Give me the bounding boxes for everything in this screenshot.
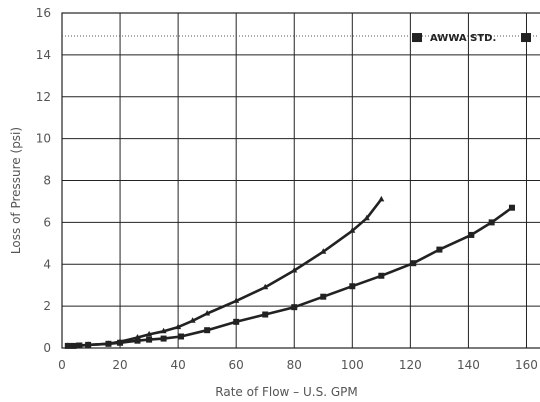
y-tick-label: 14: [36, 48, 51, 62]
series-2-point: [85, 341, 92, 348]
series-2-point: [436, 246, 443, 253]
series-2-point: [508, 204, 515, 211]
legend-label: AWWA STD.: [430, 33, 496, 44]
x-tick-label: 40: [170, 358, 185, 372]
series-2-point: [178, 333, 185, 340]
y-tick-label: 2: [43, 299, 51, 313]
series-2-point: [291, 304, 298, 311]
series-1-point: [233, 297, 240, 303]
x-tick-label: 140: [457, 358, 480, 372]
series-1-point: [175, 323, 182, 330]
series-1-point: [291, 267, 298, 273]
series-1-point: [262, 283, 269, 290]
x-tick-label: 100: [341, 358, 364, 372]
legend: AWWA STD.: [412, 33, 531, 44]
series-1-point: [189, 317, 196, 323]
series-2-point: [320, 293, 327, 300]
series-1-point: [320, 248, 327, 254]
x-tick-label: 120: [399, 358, 422, 372]
series-2-point: [146, 336, 153, 343]
x-tick-label: 20: [112, 358, 127, 372]
plot-frame: [61, 12, 540, 349]
legend-marker-left: [412, 33, 422, 43]
tick-labels: 0 20 40 60 80 100 120 140 160 0 2 4 6 8 10 12 14 16: [36, 6, 538, 372]
series-2-point: [160, 335, 167, 342]
series-2-point: [349, 283, 356, 290]
series-2-point: [488, 219, 495, 226]
y-tick-label: 16: [36, 6, 51, 20]
series-1-point: [160, 327, 167, 334]
series-2-point: [134, 337, 141, 344]
x-tick-label: 160: [515, 358, 538, 372]
series-2-point: [233, 318, 240, 325]
x-axis-label: Rate of Flow – U.S. GPM: [215, 385, 357, 399]
y-tick-label: 0: [43, 341, 51, 355]
series-2-point: [262, 311, 269, 318]
x-tick-label: 80: [287, 358, 302, 372]
series-2-point: [70, 342, 77, 349]
series-1-point: [378, 195, 385, 202]
series-2-point: [105, 340, 112, 347]
x-tick-label: 60: [229, 358, 244, 372]
y-tick-label: 10: [36, 132, 51, 146]
y-tick-label: 4: [43, 257, 51, 271]
y-tick-label: 12: [36, 90, 51, 104]
series-1-point: [363, 214, 370, 221]
series-2-point: [76, 342, 83, 349]
series-2-point: [468, 231, 475, 238]
series-1-point: [204, 309, 211, 316]
series-2-point: [410, 260, 417, 267]
series-1-point: [349, 227, 356, 233]
series-2-line: [66, 206, 514, 348]
legend-marker-right: [521, 33, 531, 43]
chart-grid: [61, 12, 540, 349]
y-tick-label: 8: [43, 174, 51, 188]
series-2-point: [378, 272, 385, 279]
y-axis-label: Loss of Pressure (psi): [9, 127, 23, 254]
series-2-point: [64, 342, 71, 349]
x-tick-label: 0: [58, 358, 66, 372]
chart-series: [64, 195, 515, 349]
series-2-point: [204, 327, 211, 334]
series-1-point: [146, 330, 153, 337]
series-2-point: [117, 339, 124, 346]
y-tick-label: 6: [43, 215, 51, 229]
